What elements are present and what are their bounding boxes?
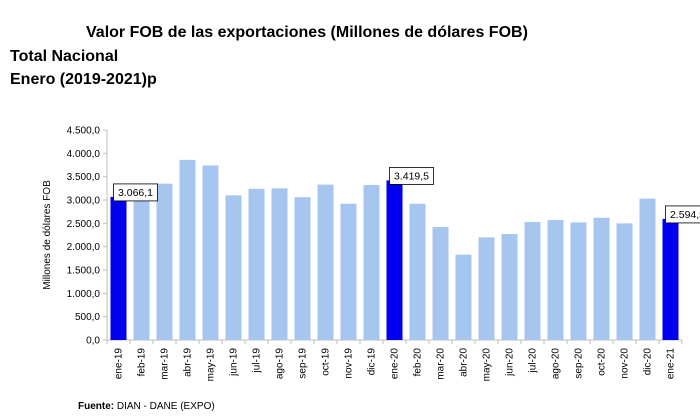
y-tick-label: 1.500,0 xyxy=(67,266,101,277)
bar-feb-19 xyxy=(133,196,150,340)
y-tick-label: 500,0 xyxy=(75,312,100,323)
y-tick-label: 3.500,0 xyxy=(67,172,101,183)
bar-jul-19 xyxy=(248,188,265,340)
y-tick-label: 0,0 xyxy=(86,336,100,347)
y-tick-label: 4.500,0 xyxy=(67,126,101,137)
bar-abr-20 xyxy=(455,254,472,340)
x-tick-label: abr-19 xyxy=(183,348,194,377)
x-tick-label: ene-19 xyxy=(114,348,125,380)
y-tick-label: 3.000,0 xyxy=(67,196,101,207)
x-tick-label: feb-19 xyxy=(137,348,148,377)
bar-oct-19 xyxy=(317,184,334,340)
bar-dic-20 xyxy=(639,198,656,340)
x-tick-label: may-20 xyxy=(482,348,493,382)
bar-may-19 xyxy=(202,165,219,340)
data-label-box xyxy=(113,183,158,202)
bar-ene-19 xyxy=(110,196,127,340)
x-tick-label: oct-19 xyxy=(321,348,332,376)
bar-mar-19 xyxy=(156,183,173,340)
x-tick-label: feb-20 xyxy=(413,348,424,377)
bar-sep-19 xyxy=(294,197,311,340)
bar-jun-20 xyxy=(501,234,518,340)
x-tick-label: nov-19 xyxy=(344,348,355,379)
bar-ago-19 xyxy=(271,188,288,340)
y-tick-label: 4.000,0 xyxy=(67,149,101,160)
x-tick-label: jun-19 xyxy=(229,348,240,377)
bar-may-20 xyxy=(478,237,495,340)
x-tick-label: ene-21 xyxy=(666,348,677,380)
x-tick-label: mar-20 xyxy=(436,348,447,380)
bar-mar-20 xyxy=(432,227,449,340)
data-label-box xyxy=(389,167,434,185)
x-tick-label: jul-19 xyxy=(252,348,263,374)
bar-ago-20 xyxy=(547,220,564,340)
x-tick-label: sep-19 xyxy=(298,348,309,379)
bar-dic-19 xyxy=(363,185,380,340)
chart-title: Valor FOB de las exportaciones (Millones… xyxy=(86,24,528,41)
bar-oct-20 xyxy=(593,217,610,340)
bar-jun-19 xyxy=(225,195,242,340)
x-tick-label: dic-19 xyxy=(367,348,378,376)
y-axis-title: Millones de dólares FOB xyxy=(42,180,53,290)
bar-sep-20 xyxy=(570,222,587,340)
bar-nov-19 xyxy=(340,203,357,340)
data-label: 3.066,1 xyxy=(118,187,153,199)
x-tick-label: abr-20 xyxy=(459,348,470,377)
x-tick-label: ago-20 xyxy=(551,348,562,380)
y-tick-label: 1.000,0 xyxy=(67,289,101,300)
bar-ene-20 xyxy=(386,180,403,340)
x-tick-label: ene-20 xyxy=(390,348,401,380)
bar-nov-20 xyxy=(616,223,633,340)
y-tick-label: 2.000,0 xyxy=(67,242,101,253)
x-tick-label: ago-19 xyxy=(275,348,286,380)
x-tick-label: nov-20 xyxy=(620,348,631,379)
x-tick-label: oct-20 xyxy=(597,348,608,376)
data-label: 2.594,5 xyxy=(670,209,700,221)
x-tick-label: may-19 xyxy=(206,348,217,382)
bar-feb-20 xyxy=(409,203,426,340)
bar-jul-20 xyxy=(524,221,541,340)
x-tick-label: dic-20 xyxy=(643,348,654,376)
y-tick-label: 2.500,0 xyxy=(67,219,101,230)
x-tick-label: jul-20 xyxy=(528,348,539,374)
x-tick-label: mar-19 xyxy=(160,348,171,380)
source-note: Fuente: DIAN - DANE (EXPO) xyxy=(78,401,215,412)
chart-subtitle: Total Nacional xyxy=(10,48,119,65)
data-label-box xyxy=(665,205,700,224)
chart-period: Enero (2019-2021)p xyxy=(10,71,157,88)
source-text: DIAN - DANE (EXPO) xyxy=(116,401,215,412)
bar-abr-19 xyxy=(179,159,196,340)
bar-ene-21 xyxy=(662,218,679,340)
x-tick-label: jun-20 xyxy=(505,348,516,377)
x-tick-label: sep-20 xyxy=(574,348,585,379)
data-label: 3.419,5 xyxy=(394,170,429,182)
source-label: Fuente: xyxy=(78,401,115,412)
